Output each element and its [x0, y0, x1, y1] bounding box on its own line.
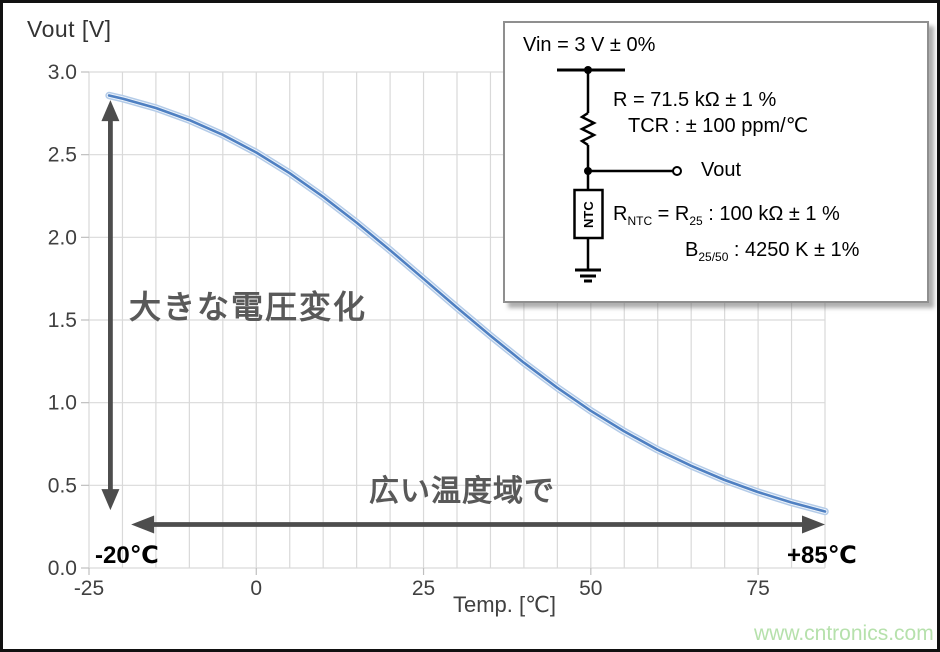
vout-terminal-label: Vout [701, 159, 742, 181]
y-tick-label: 1.0 [48, 392, 77, 415]
watermark-text: www.cntronics.com [754, 622, 934, 645]
arrowhead-up [101, 100, 120, 122]
arrowhead-left [131, 515, 155, 534]
series-resistor-spec-label: R = 71.5 kΩ ± 1 % [613, 89, 777, 111]
max-temp-label: +85℃ [787, 542, 857, 569]
x-axis-title: Temp. [℃] [453, 592, 556, 617]
annotation-wide-temperature-range: 広い温度域で [369, 475, 555, 508]
y-tick-label: 2.0 [48, 226, 77, 249]
vin-spec-label: Vin = 3 V ± 0% [523, 34, 656, 56]
y-axis-title: Vout [V] [27, 16, 112, 42]
axis-ticks: -25 0 25 50 75 0.0 0.5 1.0 1.5 2.0 2.5 3.0 [48, 61, 770, 600]
ntc-box-label: NTC [581, 201, 596, 228]
tcr-spec-label: TCR : ± 100 ppm/℃ [628, 115, 809, 137]
ground-symbol [575, 268, 601, 283]
x-tick-label: -25 [74, 577, 104, 600]
ntc-resistance-spec-label: RNTC = R25 : 100 kΩ ± 1 % [613, 203, 840, 228]
x-tick-label: 0 [250, 577, 262, 600]
x-tick-label: 75 [746, 577, 769, 600]
gridlines [88, 71, 826, 569]
ntc-resistor-box [573, 188, 604, 240]
y-tick-label: 1.5 [48, 309, 77, 332]
vout-terminal-circle [672, 166, 682, 176]
arrowhead-down [101, 489, 120, 511]
x-tick-label: 50 [579, 577, 602, 600]
annotation-arrows [101, 100, 825, 534]
y-tick-label: 0.0 [48, 557, 77, 580]
min-temp-label: -20℃ [95, 542, 159, 569]
vout-curve [105, 91, 829, 516]
y-tick-label: 3.0 [48, 61, 77, 84]
b-constant-spec-label: B25/50 : 4250 K ± 1% [685, 239, 860, 264]
y-tick-label: 0.5 [48, 474, 77, 497]
circuit-inset-box: NTC Vin = 3 V ± 0% R = 71.5 kΩ ± 1 % TCR… [503, 21, 929, 303]
y-tick-label: 2.5 [48, 144, 77, 167]
arrowhead-right [802, 515, 825, 534]
plot-area: -25 0 25 50 75 0.0 0.5 1.0 1.5 2.0 2.5 3.0 [48, 61, 829, 600]
circuit-diagram: NTC [557, 66, 682, 283]
annotation-large-voltage-change: 大きな電圧変化 [129, 289, 368, 325]
x-tick-label: 25 [412, 577, 435, 600]
resistor-symbol [579, 111, 597, 147]
